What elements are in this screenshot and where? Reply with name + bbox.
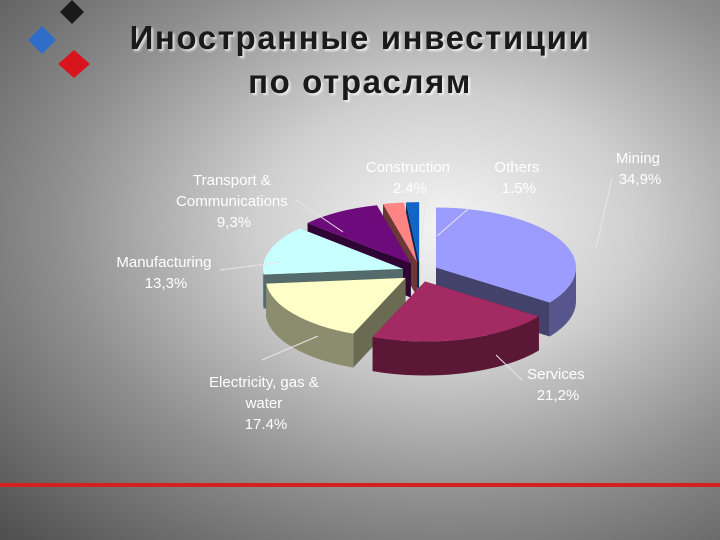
pie-slice-services xyxy=(372,281,539,376)
logo-red-diamond xyxy=(58,50,90,78)
slice-label-construction-line-2: 2.4% xyxy=(393,180,427,197)
slice-label-electricity: Electricity, gas & water 17.4% xyxy=(209,374,323,433)
pie-slice-electricity-top xyxy=(266,277,406,334)
slide-title: Иностранные инвестиции по отраслям xyxy=(100,16,620,104)
slice-label-mining: Mining 34,9% xyxy=(616,150,664,188)
slice-label-manufacturing-line-1: Manufacturing xyxy=(116,254,211,271)
leader-line-mining xyxy=(595,177,613,249)
title-line-1: Иностранные инвестиции xyxy=(129,19,591,56)
pie-slice-manufacturing-top xyxy=(262,228,403,275)
pie-slice-electricity xyxy=(266,277,406,368)
slice-label-electricity-line-1: Electricity, gas & xyxy=(209,374,319,391)
slice-label-others-line-1: Others xyxy=(494,159,539,176)
pie-slice-others-top xyxy=(405,202,420,263)
slice-label-construction: Construction 2.4% xyxy=(366,159,454,197)
slice-label-transport-line-1: Transport & xyxy=(193,172,271,189)
logo-blue-diamond xyxy=(28,26,56,54)
footer-red-rule xyxy=(0,483,720,487)
slice-label-mining-line-2: 34,9% xyxy=(619,171,662,188)
pie-slice-services-top xyxy=(372,281,539,342)
slice-label-construction-line-1: Construction xyxy=(366,159,450,176)
pie-slice-manufacturing-rim xyxy=(262,268,264,309)
pie-slice-electricity-rim xyxy=(266,283,354,368)
slice-label-manufacturing-line-2: 13,3% xyxy=(145,275,188,292)
slice-label-transport-line-2: Communications xyxy=(176,193,288,210)
pie-slices xyxy=(262,202,577,376)
slice-label-electricity-line-2: water xyxy=(245,395,283,412)
slice-label-transport-line-3: 9,3% xyxy=(217,214,251,231)
pie-slice-services-rim xyxy=(372,316,539,376)
slice-label-transport: Transport & Communications 9,3% xyxy=(176,172,292,231)
logo-black-diamond xyxy=(60,0,84,24)
slice-label-services-line-1: Services xyxy=(527,366,585,383)
leader-line-others xyxy=(436,189,491,237)
title-line-2: по отраслям xyxy=(248,63,472,100)
slice-label-services-line-2: 21,2% xyxy=(537,387,580,404)
slice-label-services: Services 21,2% xyxy=(527,366,589,404)
leader-line-construction xyxy=(421,197,427,237)
slice-label-manufacturing: Manufacturing 13,3% xyxy=(116,254,215,292)
slice-label-others: Others 1.5% xyxy=(494,159,543,197)
pie-slice-construction-top xyxy=(382,202,417,263)
leader-line-transport xyxy=(295,199,344,233)
leader-line-manufacturing xyxy=(219,261,283,271)
pie-slice-transport-top xyxy=(307,205,411,264)
slice-label-others-line-2: 1.5% xyxy=(502,180,536,197)
slice-labels: Mining 34,9% Services 21,2% Electricity,… xyxy=(116,150,664,433)
leader-lines xyxy=(219,177,613,381)
slice-label-mining-line-1: Mining xyxy=(616,150,660,167)
corner-logo xyxy=(28,0,90,78)
pie-slice-mining-top xyxy=(436,207,577,303)
leader-line-services xyxy=(495,354,523,381)
leader-line-electricity xyxy=(261,335,319,361)
pie-slice-mining-rim xyxy=(549,267,577,337)
slice-label-electricity-line-3: 17.4% xyxy=(245,416,288,433)
